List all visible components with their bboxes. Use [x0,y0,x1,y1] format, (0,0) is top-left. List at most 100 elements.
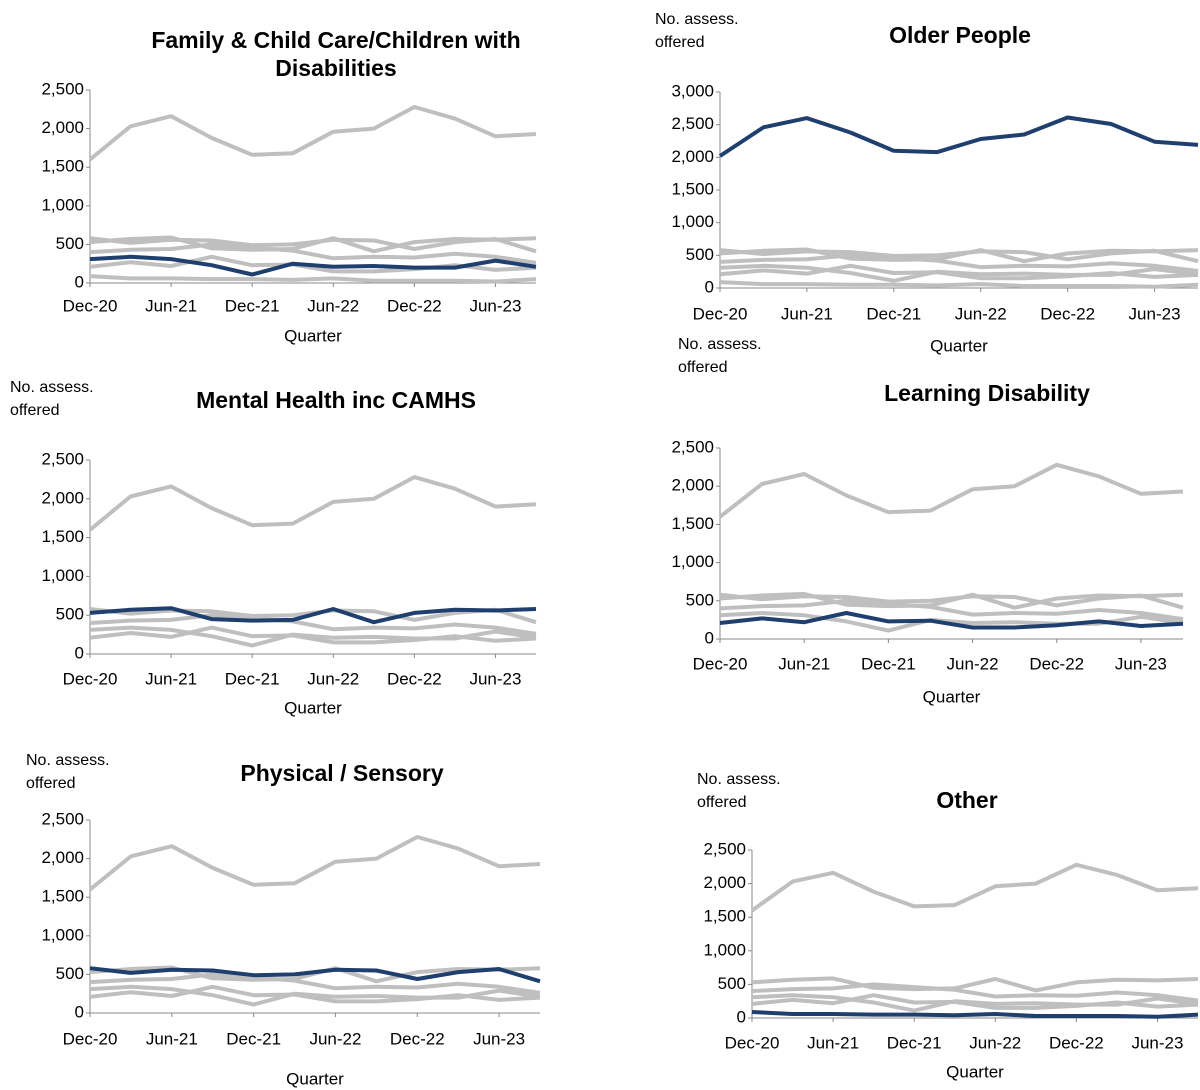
y-tick-label: 1,500 [41,527,84,546]
x-tick-label: Dec-22 [1029,654,1084,673]
series-line [719,611,1184,630]
x-tick-label: Jun-23 [1131,1033,1183,1052]
series-line [89,606,537,625]
y-tick-label: 1,000 [703,940,746,959]
y-tick-label: 500 [56,964,84,983]
series-line [750,862,1199,913]
y-tick-label: 0 [705,628,714,647]
chart-title: Learning Disability [884,380,1090,406]
x-axis-label: Quarter [930,336,988,355]
series-line [718,462,1184,519]
x-tick-label: Dec-22 [387,296,442,315]
y-tick-label: 1,500 [41,157,84,176]
x-tick-label: Dec-20 [693,654,748,673]
y-tick-label: 500 [718,974,746,993]
x-tick-label: Jun-21 [781,304,833,323]
x-tick-label: Jun-23 [1129,304,1181,323]
series-line [719,280,1199,289]
y-tick-label: 2,500 [41,79,84,98]
y-tick-label: 2,000 [41,118,84,137]
y-axis-label: No. assess. offered [697,771,781,811]
y-tick-label: 1,500 [671,179,714,198]
x-tick-label: Dec-21 [226,1029,281,1048]
y-tick-label: 1,000 [671,552,714,571]
series-line [89,625,537,645]
x-tick-label: Jun-21 [145,669,197,688]
y-tick-label: 2,500 [703,839,746,858]
x-tick-label: Jun-22 [309,1029,361,1048]
x-tick-label: Jun-23 [469,669,521,688]
y-tick-label: 1,500 [703,907,746,926]
x-tick-label: Dec-20 [63,669,118,688]
series-line [751,1010,1199,1019]
y-tick-label: 2,500 [41,809,84,828]
y-tick-label: 0 [75,1002,84,1021]
y-tick-label: 0 [705,277,714,296]
x-tick-label: Jun-22 [955,304,1007,323]
x-tick-label: Dec-20 [693,304,748,323]
y-tick-label: 1,000 [41,566,84,585]
x-tick-label: Jun-21 [146,1029,198,1048]
series-line [719,263,1199,281]
y-tick-label: 2,500 [671,114,714,133]
series-line [89,242,537,265]
x-tick-label: Jun-22 [947,654,999,673]
y-tick-label: 0 [75,272,84,291]
y-tick-label: 2,000 [671,476,714,495]
y-tick-label: 2,000 [41,848,84,867]
series-line [88,835,541,892]
y-tick-label: 500 [56,234,84,253]
x-tick-label: Jun-21 [778,654,830,673]
y-tick-label: 1,000 [671,212,714,231]
series-line [88,475,537,532]
x-tick-label: Dec-21 [225,669,280,688]
y-tick-label: 1,000 [41,195,84,214]
x-tick-label: Dec-20 [63,1029,118,1048]
chart-title: Older People [889,22,1031,48]
chart-title: Other [936,787,998,813]
y-tick-label: 2,500 [671,437,714,456]
x-tick-label: Jun-22 [969,1033,1021,1052]
x-tick-label: Dec-20 [725,1033,780,1052]
y-tick-label: 1,500 [41,887,84,906]
chart-title: Family & Child Care/Children with Disabi… [151,27,521,81]
x-tick-label: Dec-21 [861,654,916,673]
y-axis-label: No. assess. offered [26,752,110,792]
y-axis-label: No. assess. offered [678,336,762,376]
y-axis-label: No. assess. offered [655,11,739,51]
series-line [89,613,537,636]
x-axis-label: Quarter [284,698,342,717]
series-line [89,966,541,984]
series-line [751,976,1199,993]
x-tick-label: Dec-21 [225,296,280,315]
series-line [89,274,537,284]
y-tick-label: 2,000 [41,488,84,507]
series-line [751,982,1199,1003]
x-tick-label: Jun-22 [307,296,359,315]
x-axis-label: Quarter [923,687,981,706]
y-tick-label: 0 [75,643,84,662]
series-line [89,236,537,254]
y-tick-label: 2,000 [703,873,746,892]
y-tick-label: 2,500 [41,449,84,468]
x-axis-label: Quarter [284,326,342,345]
x-tick-label: Jun-23 [1115,654,1167,673]
y-tick-label: 1,500 [671,514,714,533]
x-tick-label: Dec-20 [63,296,118,315]
x-tick-label: Dec-22 [387,669,442,688]
x-tick-label: Jun-21 [145,296,197,315]
series-line [719,253,1199,273]
series-line [719,248,1199,264]
y-tick-label: 0 [737,1007,746,1026]
x-tick-label: Dec-22 [390,1029,445,1048]
y-tick-label: 1,000 [41,925,84,944]
y-tick-label: 500 [56,605,84,624]
series-line [89,254,537,277]
y-tick-label: 3,000 [671,81,714,100]
y-tick-label: 500 [686,245,714,264]
x-tick-label: Dec-22 [1040,304,1095,323]
chart-title: Physical / Sensory [240,760,444,786]
series-line [719,592,1184,610]
